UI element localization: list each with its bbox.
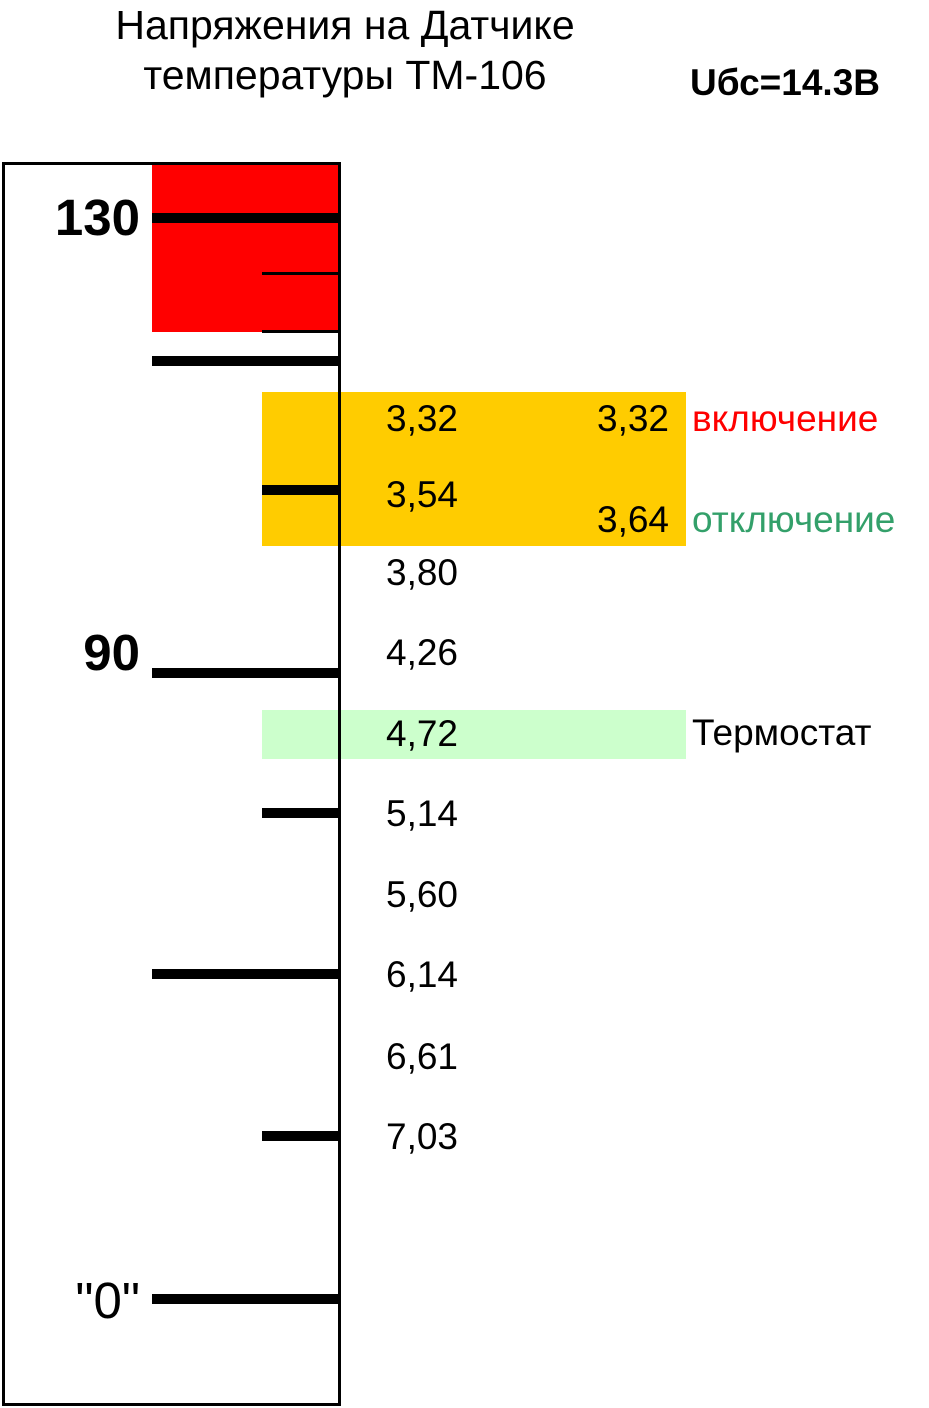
- thermostat-label: Термостат: [692, 712, 872, 753]
- fan-off-voltage: 3,64: [597, 499, 670, 540]
- tick-major: [152, 969, 339, 979]
- title-line-2: температуры ТМ-106: [143, 52, 547, 98]
- voltage-value: 3,54: [386, 474, 459, 515]
- voltage-value: 4,26: [386, 632, 459, 673]
- tick-minor: [262, 272, 339, 275]
- voltage-value: 3,32: [386, 398, 459, 439]
- fan-off-label: отключение: [692, 499, 896, 540]
- tick-minor: [262, 330, 339, 333]
- thermostat-zone: [262, 710, 686, 759]
- tick-0: [152, 1294, 339, 1304]
- voltage-value: 5,14: [386, 793, 459, 834]
- title-line-1: Напряжения на Датчике: [115, 2, 575, 48]
- tick-minor: [262, 485, 339, 495]
- voltage-value: 4,72: [386, 713, 459, 754]
- temp-label-130: 130: [54, 189, 140, 246]
- gauge-scale-frame: [2, 162, 341, 1406]
- tick-major: [152, 356, 339, 366]
- fan-zone: [262, 392, 686, 546]
- page-title: Напряжения на Датчике температуры ТМ-106: [40, 0, 650, 100]
- temp-label-0: "0": [75, 1272, 140, 1329]
- overheat-zone: [152, 165, 339, 332]
- voltage-value: 3,80: [386, 552, 459, 593]
- temp-label-90: 90: [83, 624, 140, 681]
- voltage-value: 7,03: [386, 1116, 459, 1157]
- voltage-value: 5,60: [386, 874, 459, 915]
- fan-on-voltage: 3,32: [597, 398, 670, 439]
- voltage-value: 6,61: [386, 1036, 459, 1077]
- tick-130: [152, 213, 339, 223]
- tick-minor: [262, 808, 339, 818]
- tick-90: [152, 668, 339, 678]
- supply-voltage-label: Uбс=14.3В: [690, 62, 881, 103]
- fan-on-label: включение: [692, 398, 879, 439]
- tick-minor: [262, 1131, 339, 1141]
- voltage-value: 6,14: [386, 954, 459, 995]
